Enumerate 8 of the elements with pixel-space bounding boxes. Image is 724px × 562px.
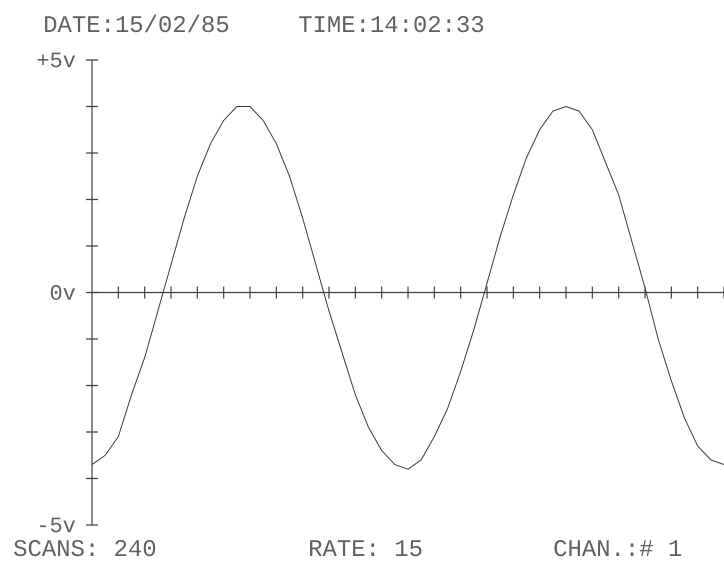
chart-subtitle: TIME:14:02:33 (299, 16, 484, 32)
chart-title: DATE:15/02/85 (45, 14, 228, 32)
y-tick-label: +5v (38, 52, 76, 68)
y-tick-label: -5v (40, 518, 76, 532)
text: SCANS: 240 (14, 540, 156, 556)
y-tick-label: 0v (50, 285, 76, 300)
text: RATE: 15 (310, 540, 422, 556)
text: CHAN.:# 1 (554, 540, 682, 556)
